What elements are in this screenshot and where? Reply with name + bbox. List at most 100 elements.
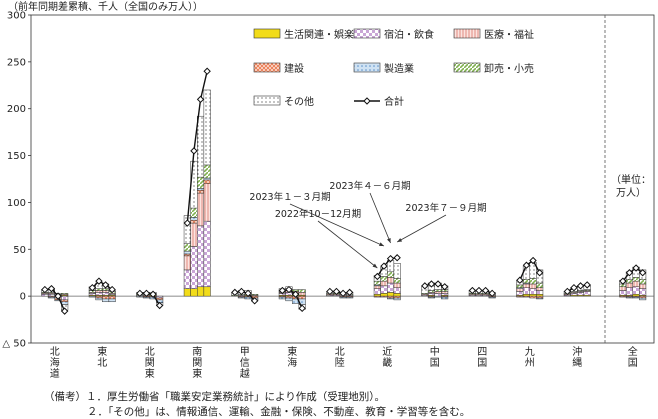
bar-segment-seizo-2-3: [102, 298, 110, 303]
y-tick-label: 250: [7, 57, 26, 68]
total-point-12-1: [563, 287, 572, 296]
bar-segment-seikatsu-8-3: [387, 292, 395, 297]
bar-segment-shukuhaku-11-4: [536, 290, 544, 295]
bar-segment-iryo-13-4: [639, 283, 647, 289]
bar-segment-oroshi-5-4: [251, 294, 259, 296]
category-label-char: 州: [525, 357, 535, 369]
bar-segment-shukuhaku-2-1: [88, 293, 96, 296]
bar-segment-oroshi-4-3: [197, 176, 205, 189]
bar-segment-shukuhaku-8-1: [373, 288, 381, 295]
total-point-9-2: [427, 280, 436, 288]
bar-segment-seizo-7-4: [346, 296, 354, 299]
category-label-char: 九: [525, 346, 535, 358]
bar-segment-seizo-2-1: [88, 295, 96, 298]
category-label-char: 東: [287, 345, 297, 358]
period-annotation-arrowhead: [378, 242, 384, 246]
bar-segment-iryo-13-2: [625, 282, 634, 288]
total-point-5-2: [237, 287, 246, 296]
total-line-4: [186, 71, 208, 224]
bar-segment-shukuhaku-8-4: [393, 287, 401, 294]
bar-segment-kensetsu-11-1: [516, 295, 524, 298]
period-annotation-arrow: [369, 192, 391, 244]
legend-swatch-seizo: [353, 62, 381, 73]
legend-label: 生活関連・娯楽: [284, 28, 354, 41]
bar-segment-seizo-2-4: [108, 298, 116, 303]
bar-segment-kensetsu-8-3: [387, 295, 395, 299]
footnote-1: （備考）１．厚生労働省「職業安定業務統計」により作成（受理地別）。: [44, 391, 386, 403]
bar-segment-iryo-8-4: [393, 282, 401, 288]
bar-segment-shukuhaku-8-2: [380, 285, 388, 294]
period-annotation-arrow: [396, 214, 447, 243]
legend-label: 製造業: [384, 62, 414, 75]
category-label-char: 東: [145, 367, 155, 380]
legend-swatch-iryo: [453, 28, 481, 39]
total-point-8-3: [386, 254, 395, 263]
total-point-1-3: [54, 292, 62, 300]
bar-segment-shukuhaku-9-4: [441, 293, 449, 296]
bar-segment-seikatsu-4-2: [190, 288, 198, 297]
bar-segment-oroshi-9-3: [434, 289, 442, 292]
bar-segment-kensetsu-4-2: [190, 219, 198, 224]
bar-segment-iryo-11-1: [516, 288, 524, 292]
bar-segment-seizo-8-4: [393, 297, 401, 301]
bar-segment-seizo-11-4: [536, 297, 544, 300]
total-point-1-2: [47, 284, 56, 293]
bar-segment-iryo-9-4: [441, 291, 449, 294]
total-point-5-1: [231, 288, 239, 297]
bar-segment-seikatsu-11-2: [522, 294, 531, 297]
category-label-char: 近: [382, 345, 392, 358]
legend-label: 宿泊・飲食: [384, 28, 434, 41]
bar-segment-shukuhaku-4-1: [183, 269, 191, 289]
total-point-11-3: [529, 256, 537, 265]
category-label-char: 関: [192, 357, 202, 369]
bar-segment-iryo-13-1: [619, 286, 627, 291]
category-label-char: 南: [192, 345, 202, 358]
total-line-12: [567, 284, 588, 293]
total-point-12-3: [576, 282, 585, 290]
bar-segment-kensetsu-11-3: [529, 295, 537, 299]
bar-segment-iryo-11-4: [536, 287, 544, 291]
bar-segment-shukuhaku-4-3: [197, 225, 205, 288]
total-point-3-2: [142, 289, 151, 298]
period-annotation-arrow: [317, 220, 378, 269]
bar-segment-oroshi-13-3: [632, 277, 640, 282]
category-label-char: 東: [97, 345, 107, 358]
category-label-char: 信: [240, 357, 250, 369]
bar-segment-kensetsu-13-4: [639, 295, 647, 299]
total-point-5-3: [244, 289, 252, 298]
bar-segment-seizo-6-1: [278, 296, 286, 300]
bar-segment-oroshi-6-4: [298, 289, 306, 293]
y-tick-label: 200: [7, 104, 26, 115]
legend-label: 卸売・小売: [484, 62, 534, 75]
bar-segment-iryo-4-1: [183, 255, 191, 271]
y-tick-label: 50: [13, 245, 26, 256]
bar-segment-kensetsu-4-1: [183, 253, 191, 257]
bar-segment-oroshi-8-2: [380, 276, 388, 282]
total-point-4-2: [190, 147, 198, 155]
total-point-9-4: [440, 283, 449, 291]
bar-segment-iryo-11-3: [529, 283, 537, 289]
bar-segment-shukuhaku-13-3: [632, 286, 640, 295]
category-label-char: 中: [430, 345, 440, 358]
bar-segment-sonota-4-2: [190, 160, 198, 209]
bar-segment-iryo-2-2: [95, 290, 103, 293]
legend-label: 医療・福祉: [484, 28, 534, 41]
bar-segment-iryo-8-3: [387, 277, 395, 284]
y-tick-label: 100: [7, 198, 26, 209]
total-point-11-1: [516, 276, 524, 284]
legend-label: その他: [284, 95, 314, 108]
total-point-11-4: [535, 269, 544, 277]
period-annotation-arrowhead: [397, 238, 403, 242]
legend-marker-total: [363, 97, 371, 105]
legend-swatch-kensetsu: [253, 62, 281, 73]
total-point-13-3: [632, 264, 640, 272]
national-unit-note: （単位：: [611, 173, 651, 186]
bar-segment-kensetsu-6-2: [285, 295, 293, 299]
bar-segment-seikatsu-4-4: [203, 286, 211, 297]
bar-segment-seizo-5-3: [244, 296, 252, 300]
bar-segment-seizo-13-2: [625, 296, 634, 299]
bar-segment-shukuhaku-12-4: [583, 291, 591, 296]
total-line-2: [91, 280, 113, 291]
total-point-5-4: [250, 297, 259, 305]
bar-segment-seikatsu-4-3: [197, 286, 205, 297]
